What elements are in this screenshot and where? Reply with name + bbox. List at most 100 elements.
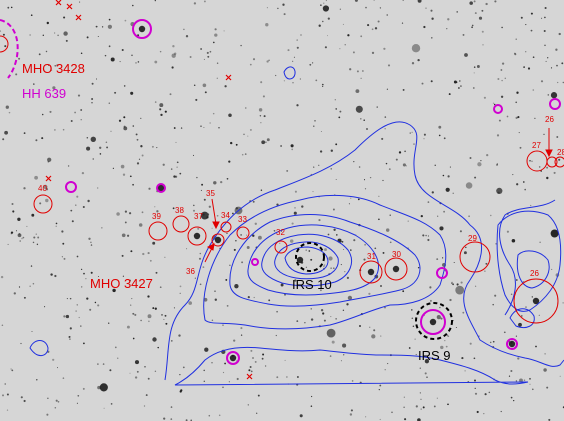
star: [422, 406, 425, 409]
star: [76, 402, 78, 404]
star: [292, 82, 294, 84]
star: [142, 252, 145, 256]
star: [379, 384, 382, 387]
star: [180, 389, 183, 392]
source-circle-40: [33, 194, 53, 214]
star: [423, 133, 426, 136]
star: [544, 6, 547, 10]
star: [164, 110, 167, 113]
star: [455, 285, 465, 295]
star: [532, 89, 535, 91]
star: [41, 137, 44, 140]
star: [494, 294, 497, 297]
irs-circles: [295, 242, 453, 340]
star: [141, 154, 144, 157]
star: [62, 377, 65, 379]
star: [558, 32, 561, 36]
star: [261, 357, 264, 360]
star: [80, 119, 82, 121]
star: [335, 178, 337, 181]
star: [250, 370, 253, 373]
star: [498, 119, 501, 122]
star: [417, 418, 421, 421]
star: [247, 296, 250, 299]
star: [35, 139, 38, 142]
star: [427, 201, 430, 203]
star: [204, 347, 209, 352]
star: [558, 158, 561, 161]
star: [226, 232, 228, 234]
star: [119, 61, 121, 63]
contour-map: [29, 66, 564, 386]
star: [124, 210, 127, 213]
star: [140, 145, 143, 148]
star: [486, 153, 489, 157]
star: [32, 241, 35, 244]
star: [380, 335, 382, 337]
star: [179, 285, 182, 288]
star: [10, 6, 13, 9]
star: [209, 50, 212, 53]
star: [204, 91, 207, 94]
star: [344, 270, 346, 273]
star: [294, 190, 297, 193]
star: [362, 70, 364, 72]
star: [97, 363, 99, 365]
star: [263, 115, 266, 118]
star: [81, 171, 85, 175]
star: [323, 319, 326, 322]
star: [214, 33, 218, 37]
star: [556, 136, 559, 138]
star: [4, 130, 8, 135]
star: [265, 141, 267, 143]
star: [292, 60, 294, 62]
star: [250, 349, 253, 352]
star: [414, 338, 416, 340]
star: [240, 327, 243, 330]
star: [517, 116, 520, 119]
star: [110, 403, 113, 405]
star: [523, 66, 525, 68]
star: [46, 413, 49, 416]
star: [356, 70, 359, 73]
star: [154, 307, 157, 310]
star: [339, 48, 341, 50]
star: [514, 53, 517, 56]
star: [562, 302, 564, 304]
star: [11, 202, 14, 206]
star: [22, 236, 25, 239]
star: [364, 243, 366, 246]
star: [474, 387, 476, 389]
x-markers: [45, 0, 253, 380]
star: [353, 239, 356, 242]
star: [299, 414, 303, 418]
star: [99, 146, 102, 149]
star: [144, 365, 146, 368]
star: [415, 405, 418, 408]
star: [364, 188, 367, 190]
star: [452, 192, 454, 194]
label-mho3428: MHO 3428: [22, 61, 85, 76]
star: [395, 158, 398, 161]
star: [360, 77, 362, 79]
hh-circle-top: [132, 19, 152, 39]
star: [200, 189, 202, 191]
star: [136, 370, 139, 373]
star: [50, 69, 53, 71]
star: [522, 181, 525, 183]
star: [425, 234, 427, 237]
star: [54, 129, 56, 131]
star: [126, 325, 130, 329]
star: [234, 284, 239, 289]
star: [355, 105, 363, 113]
star: [154, 206, 156, 208]
star: [515, 335, 518, 337]
star: [97, 304, 100, 307]
star: [2, 394, 4, 397]
star: [256, 412, 258, 414]
star: [538, 166, 541, 168]
star: [268, 299, 271, 302]
star: [63, 16, 66, 19]
star: [182, 366, 185, 369]
